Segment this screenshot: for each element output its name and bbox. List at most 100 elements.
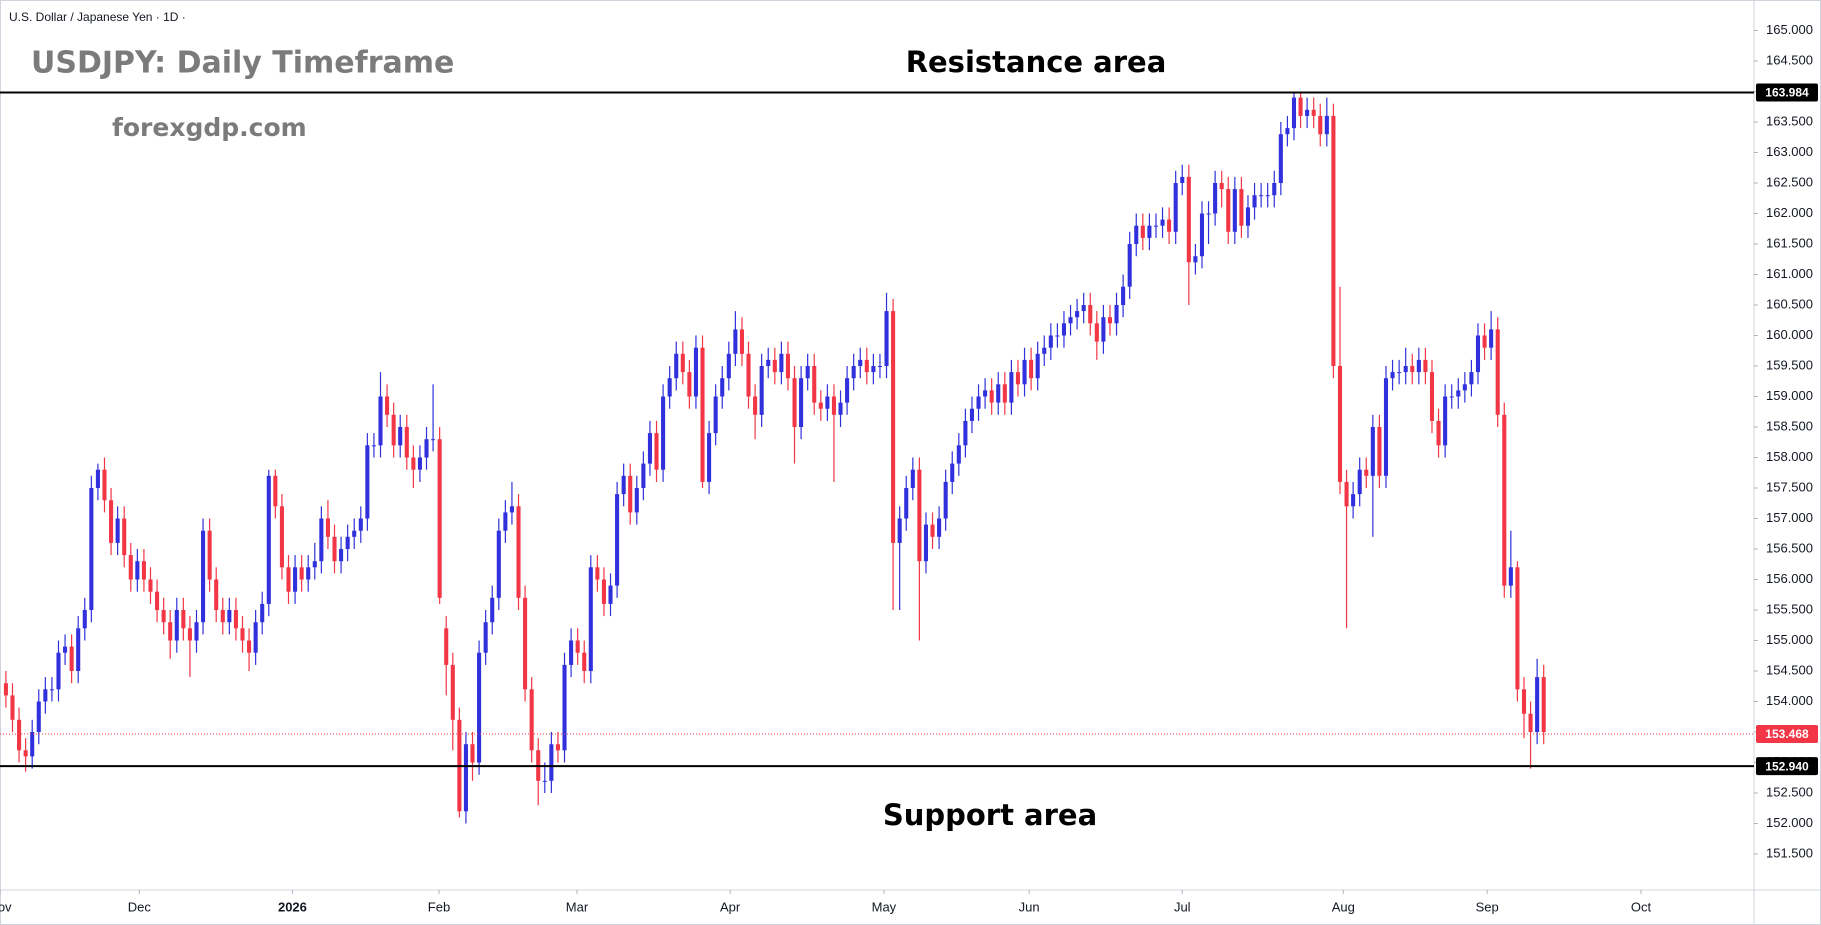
candle-body <box>897 518 902 543</box>
candle-body <box>601 579 606 604</box>
candle-body <box>1535 677 1540 733</box>
candle-body <box>148 579 153 592</box>
candle-body <box>385 396 390 415</box>
candle-body <box>1009 372 1014 403</box>
x-tick-label: Dec <box>128 899 152 914</box>
candle-body <box>1088 305 1093 324</box>
candle-body <box>128 555 133 580</box>
candle-body <box>529 689 534 751</box>
candle-body <box>1022 359 1027 385</box>
x-tick-label: Nov <box>0 899 12 914</box>
candle-body <box>792 378 797 428</box>
chart-title: USDJPY: Daily Timeframe <box>31 46 454 81</box>
candle-body <box>582 652 587 672</box>
candle-body <box>1193 256 1198 263</box>
candle-body <box>542 780 547 782</box>
candle-body <box>391 414 396 446</box>
x-tick-label: 2026 <box>278 899 307 914</box>
candle-body <box>1094 323 1099 342</box>
candle-body <box>766 359 771 367</box>
candle-body <box>194 622 199 641</box>
level-label-box <box>1756 724 1818 743</box>
candle-body <box>444 628 449 665</box>
candle-body <box>575 640 580 653</box>
candle-body <box>214 579 219 611</box>
candle-body <box>628 475 633 513</box>
candle-body <box>404 427 409 458</box>
x-tick-label: May <box>872 899 897 914</box>
candle-body <box>1423 359 1428 373</box>
candle-body <box>187 628 192 641</box>
candle-body <box>963 420 968 446</box>
candle-body <box>595 567 600 580</box>
candle-body <box>799 378 804 428</box>
candle-body <box>424 439 429 458</box>
candle-body <box>1416 359 1421 373</box>
candle-body <box>1153 225 1159 227</box>
y-tick-label: 157.500 <box>1766 479 1813 494</box>
candle-body <box>1390 372 1395 379</box>
candle-body <box>523 597 528 690</box>
y-tick-label: 158.500 <box>1766 418 1813 433</box>
candle-body <box>227 610 232 623</box>
candle-body <box>339 549 344 562</box>
candle-body <box>168 622 173 641</box>
candle-body <box>1075 311 1080 318</box>
candle-body <box>956 445 961 464</box>
candle-body <box>1298 97 1303 116</box>
candle-body <box>1245 207 1251 226</box>
candle-body <box>825 396 830 409</box>
candle-body <box>1140 225 1145 238</box>
candle-body <box>30 732 35 757</box>
candle-body <box>1259 195 1264 197</box>
candle-body <box>1397 372 1402 374</box>
candle-body <box>838 402 843 415</box>
candle-body <box>220 610 225 623</box>
candle-body <box>647 433 652 464</box>
candle-body <box>1489 329 1494 348</box>
candle-body <box>266 475 271 604</box>
candle-body <box>969 408 974 421</box>
candle-body <box>930 524 935 537</box>
candle-body <box>490 597 495 623</box>
candle-body <box>483 622 488 653</box>
candle-body <box>1213 183 1218 214</box>
candle-body <box>1364 469 1369 476</box>
candle-body <box>1239 189 1244 226</box>
candle-body <box>141 561 146 580</box>
candle-body <box>201 530 206 623</box>
candle-body <box>562 664 567 751</box>
candle-body <box>63 646 68 653</box>
y-tick-label: 158.000 <box>1766 449 1813 464</box>
candle-body <box>1469 372 1474 385</box>
candle-body <box>739 329 744 354</box>
candle-body <box>49 689 54 691</box>
candle-body <box>1180 176 1185 184</box>
candle-body <box>1042 347 1047 354</box>
candle-body <box>56 652 61 690</box>
candle-body <box>687 372 692 397</box>
candle-body <box>917 469 922 562</box>
candle-body <box>352 530 357 537</box>
candle-body <box>864 359 869 373</box>
candle-body <box>661 396 666 470</box>
candle-body <box>1456 390 1461 397</box>
candle-body <box>1357 469 1362 495</box>
candle-body <box>279 506 284 568</box>
candle-body <box>555 744 560 751</box>
candle-body <box>805 366 810 379</box>
candle-body <box>477 652 482 763</box>
candle-body <box>1383 378 1389 476</box>
candle-body <box>76 628 81 672</box>
candle-body <box>247 640 252 653</box>
candle-body <box>654 433 659 470</box>
candle-body <box>358 518 363 531</box>
candle-body <box>1436 420 1441 446</box>
level-label-box <box>1756 757 1818 776</box>
candle-body <box>976 396 981 409</box>
candle-body <box>549 744 554 781</box>
level-label-box <box>1756 83 1818 102</box>
candle-body <box>463 744 468 812</box>
candle-body <box>983 390 988 397</box>
